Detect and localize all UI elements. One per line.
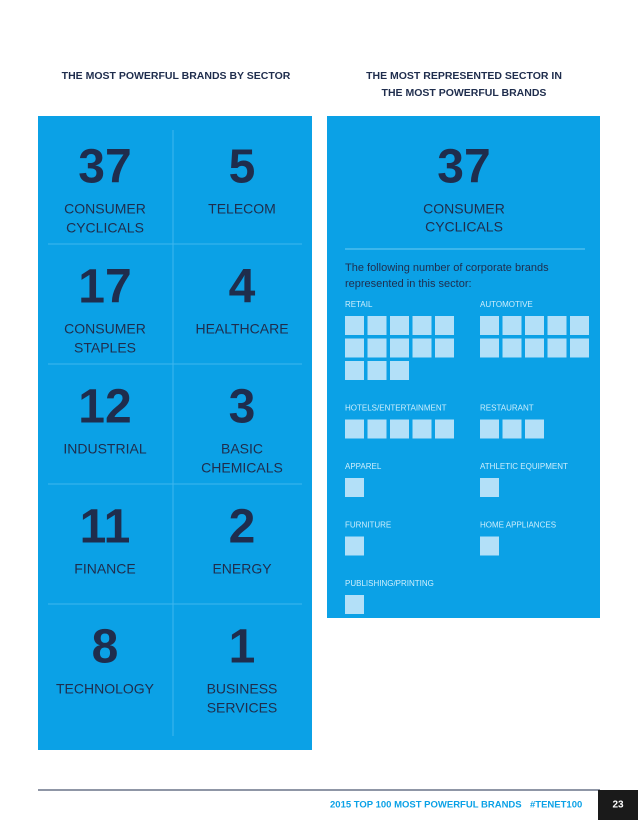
sector-label: HEALTHCARE [195, 321, 288, 337]
subsector-name: HOTELS/ENTERTAINMENT [345, 404, 447, 413]
subsector-name: PUBLISHING/PRINTING [345, 579, 434, 588]
brand-square [367, 419, 387, 439]
left-panel [38, 116, 312, 750]
brand-square [480, 338, 499, 358]
left-heading: THE MOST POWERFUL BRANDS BY SECTOR [62, 70, 291, 82]
featured-label: CYCLICALS [425, 219, 503, 235]
sector-count: 17 [78, 261, 131, 314]
brand-square [345, 338, 364, 358]
sector-count: 8 [92, 621, 119, 674]
sector-label: BUSINESS [207, 681, 278, 697]
brand-square [502, 419, 522, 439]
brand-square [502, 338, 522, 358]
brand-square [480, 478, 499, 497]
page-number: 23 [612, 800, 624, 811]
sector-label: CONSUMER [64, 321, 146, 337]
brand-square [345, 316, 364, 335]
brand-square [367, 361, 387, 380]
footer-tag: #TENET100 [530, 800, 582, 811]
sector-count: 11 [80, 501, 131, 554]
brand-square [435, 338, 454, 358]
brand-square [390, 419, 409, 439]
sector-label: FINANCE [74, 561, 135, 577]
brand-square [345, 361, 364, 380]
featured-label: CONSUMER [423, 201, 505, 217]
brand-square [547, 338, 567, 358]
sector-count: 37 [78, 141, 131, 194]
sector-count: 1 [229, 621, 256, 674]
brand-square [480, 419, 499, 439]
brand-square [345, 595, 364, 614]
sector-count: 5 [229, 141, 256, 194]
right-heading: THE MOST POWERFUL BRANDS [382, 87, 547, 99]
sector-count: 2 [229, 501, 256, 554]
brand-square [345, 536, 364, 556]
sector-count: 4 [229, 261, 256, 314]
subsector-name: FURNITURE [345, 521, 391, 530]
brand-square [435, 316, 454, 335]
brand-square [367, 338, 387, 358]
brand-square [345, 419, 364, 439]
brand-square [412, 338, 432, 358]
right-heading: THE MOST REPRESENTED SECTOR IN [366, 70, 562, 82]
brand-square [480, 316, 499, 335]
brand-square [435, 419, 454, 439]
subsector-name: HOME APPLIANCES [480, 521, 556, 530]
sector-label: TELECOM [208, 201, 276, 217]
intro-text: The following number of corporate brands [345, 262, 549, 274]
brand-square [502, 316, 522, 335]
brand-square [570, 338, 589, 358]
brand-square [547, 316, 567, 335]
footer-title: 2015 TOP 100 MOST POWERFUL BRANDS [330, 800, 522, 811]
brand-square [412, 419, 432, 439]
sector-label: SERVICES [207, 700, 278, 716]
brand-square [525, 419, 544, 439]
subsector-name: RETAIL [345, 300, 373, 309]
sector-label: CONSUMER [64, 201, 146, 217]
sector-label: CYCLICALS [66, 220, 144, 236]
brand-square [367, 316, 387, 335]
brand-square [480, 536, 499, 556]
sector-label: TECHNOLOGY [56, 681, 155, 697]
brand-square [345, 478, 364, 497]
subsector-name: RESTAURANT [480, 404, 534, 413]
featured-count: 37 [437, 141, 490, 194]
subsector-name: ATHLETIC EQUIPMENT [480, 462, 568, 471]
brand-square [525, 316, 544, 335]
sector-label: CHEMICALS [201, 460, 283, 476]
sector-label: ENERGY [212, 561, 272, 577]
brand-square [412, 316, 432, 335]
brand-square [390, 316, 409, 335]
brand-square [525, 338, 544, 358]
brand-square [390, 338, 409, 358]
sector-count: 12 [78, 381, 131, 434]
sector-label: STAPLES [74, 340, 136, 356]
intro-text: represented in this sector: [345, 278, 472, 290]
sector-label: INDUSTRIAL [63, 441, 146, 457]
subsector-name: AUTOMOTIVE [480, 300, 533, 309]
sector-label: BASIC [221, 441, 263, 457]
page-number-box [598, 790, 638, 820]
subsector-name: APPAREL [345, 462, 382, 471]
brand-square [390, 361, 409, 380]
brand-square [570, 316, 589, 335]
sector-count: 3 [229, 381, 256, 434]
